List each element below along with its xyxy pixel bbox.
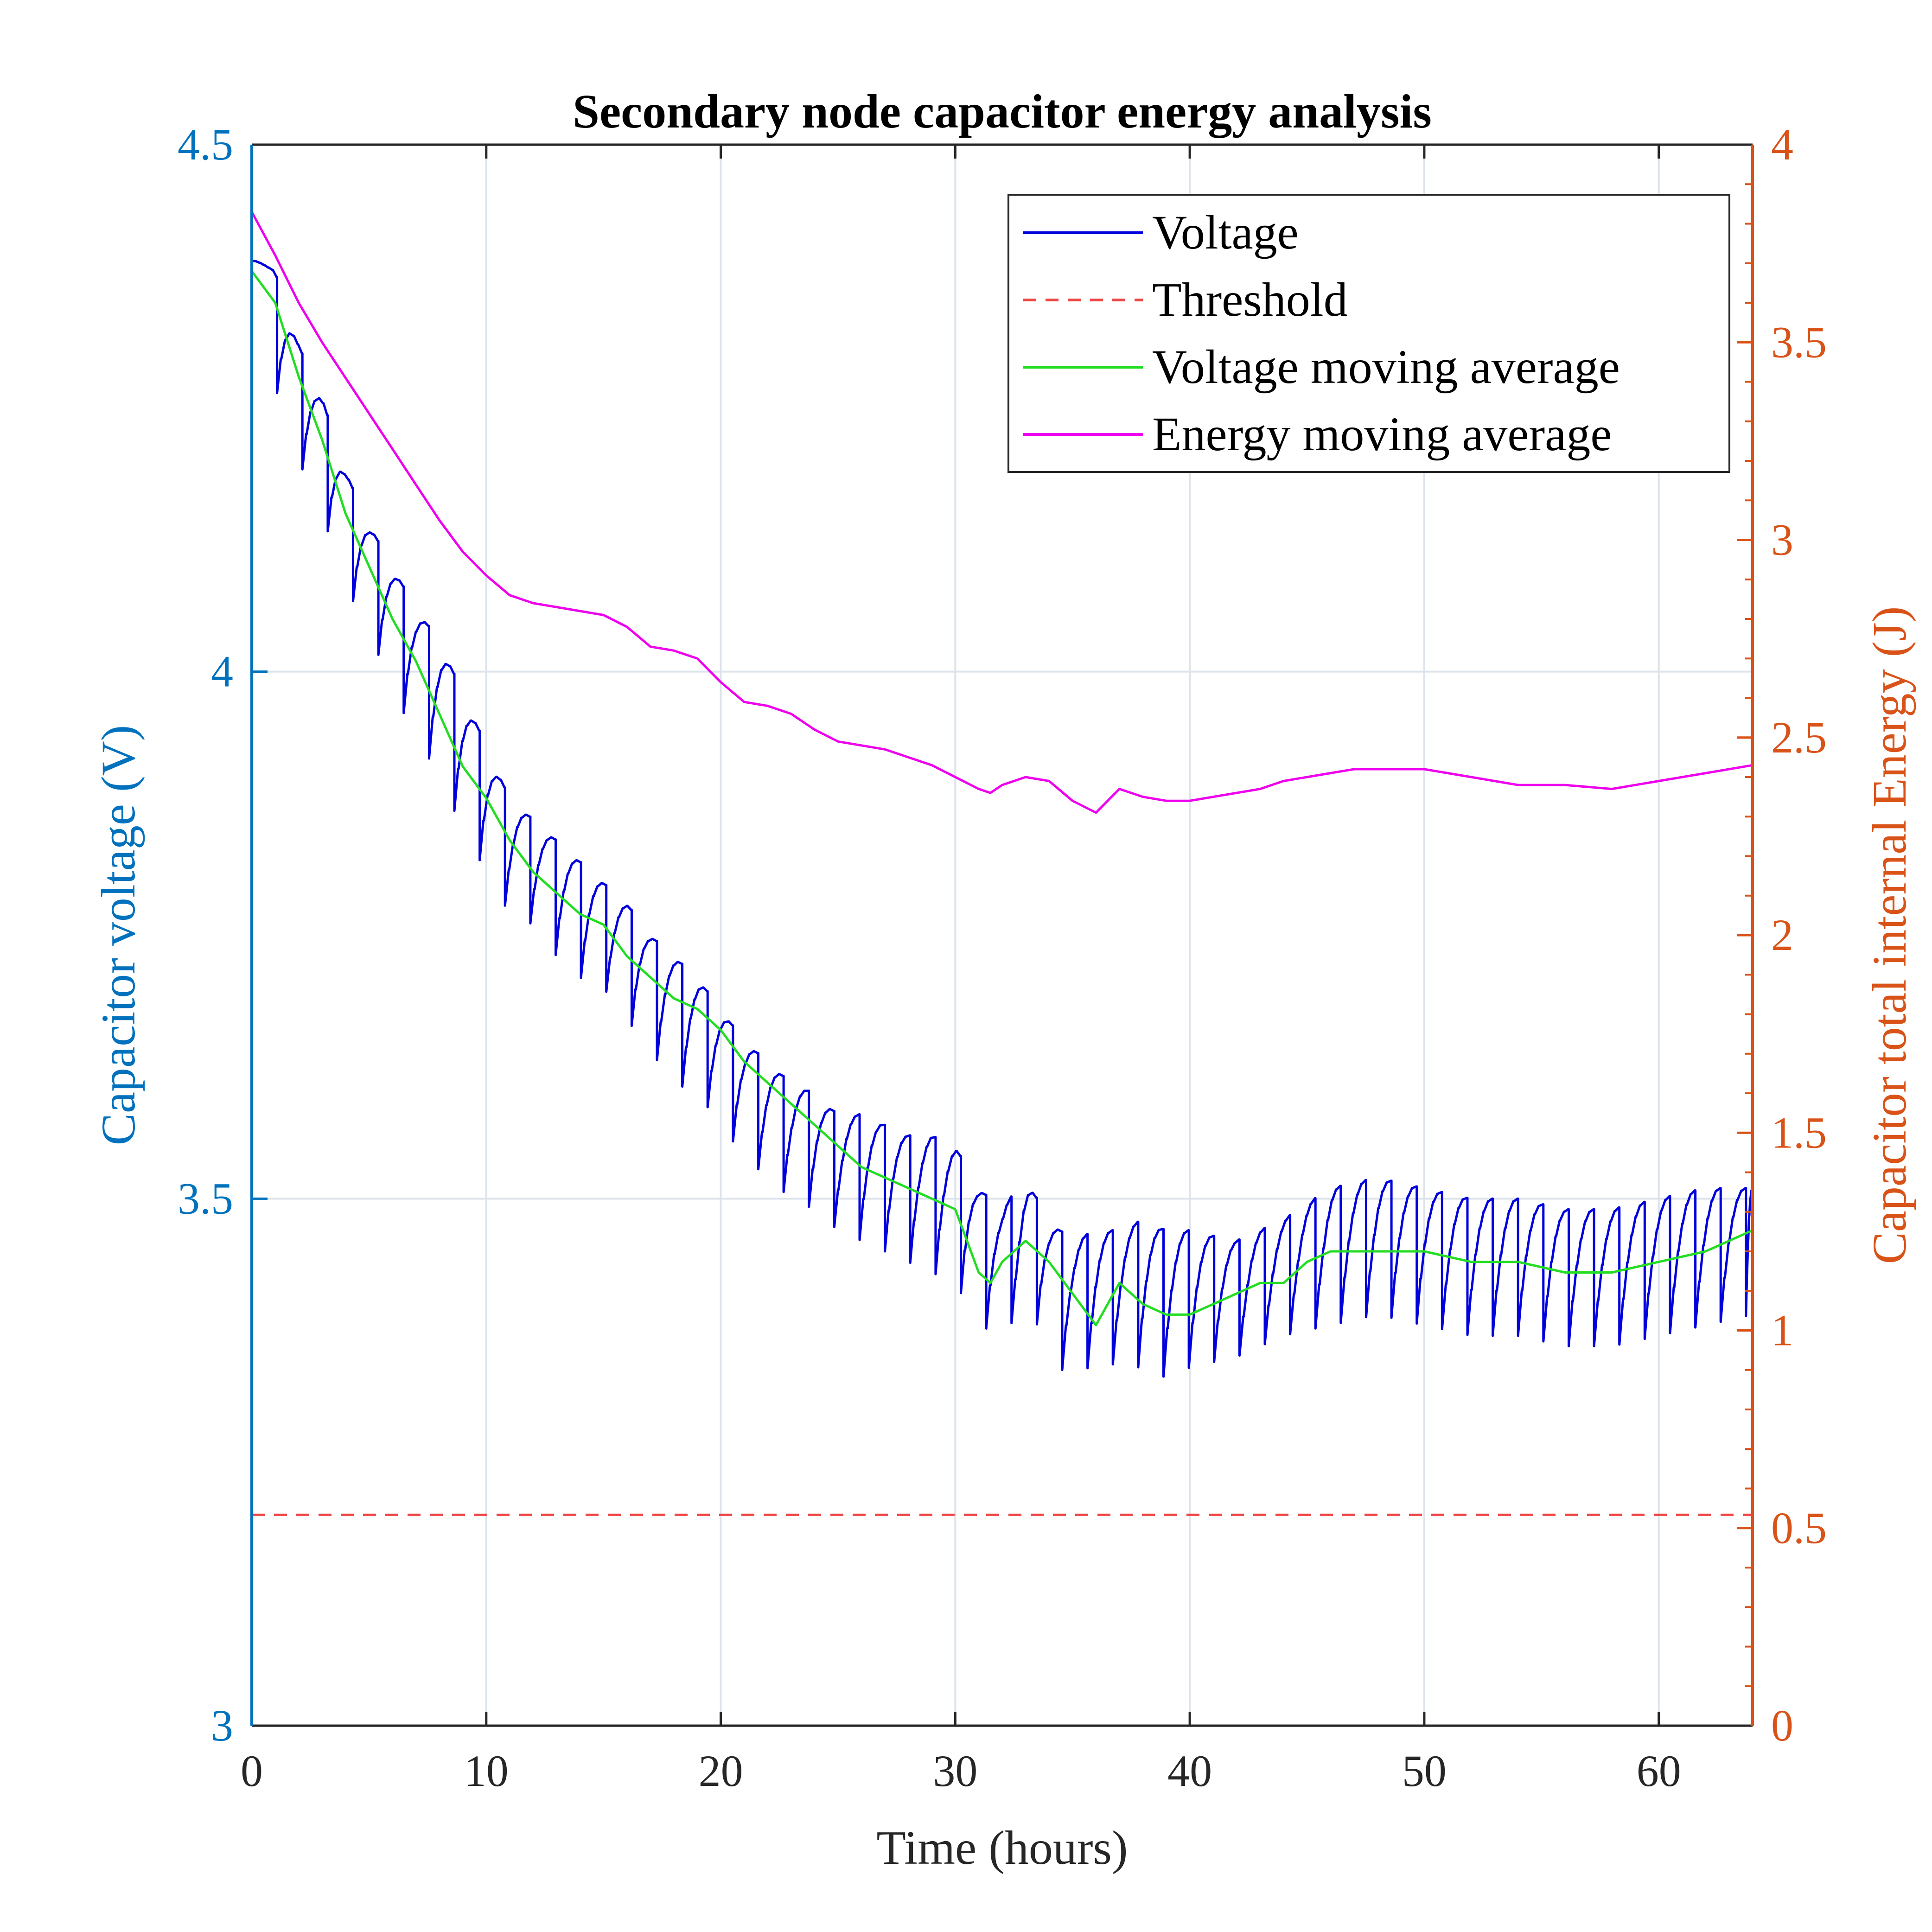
y-tick-label-left: 3 <box>211 1701 233 1750</box>
x-tick-label: 40 <box>1167 1746 1212 1796</box>
legend-label-threshold: Threshold <box>1152 273 1348 326</box>
y-tick-label-right: 4 <box>1771 120 1793 169</box>
legend-label-energy-moving-average: Energy moving average <box>1152 408 1612 461</box>
y-tick-label-right: 0 <box>1771 1701 1793 1750</box>
x-tick-label: 60 <box>1637 1746 1681 1796</box>
x-tick-label: 50 <box>1402 1746 1447 1796</box>
x-tick-label: 30 <box>933 1746 977 1796</box>
legend: Voltage Threshold Voltage moving average En… <box>1007 194 1730 473</box>
y-tick-label-right: 1.5 <box>1771 1108 1827 1157</box>
y-axis-label-right: Capacitor total internal Energy (J) <box>1863 606 1916 1264</box>
x-tick-label: 10 <box>464 1746 509 1796</box>
plot-series <box>252 197 1753 1516</box>
x-axis-label: Time (hours) <box>876 1821 1128 1875</box>
legend-label-voltage: Voltage <box>1152 206 1299 259</box>
axes <box>250 143 1754 1727</box>
y-tick-label-right: 0.5 <box>1771 1503 1827 1553</box>
series-line-voltage <box>252 197 1753 1378</box>
y-tick-label-left: 3.5 <box>178 1173 233 1223</box>
x-tick-label: 0 <box>241 1746 263 1796</box>
y-tick-label-right: 3 <box>1771 515 1793 565</box>
y-tick-label-left: 4.5 <box>178 120 233 169</box>
y-tick-label-left: 4 <box>211 647 233 696</box>
legend-box <box>1007 194 1730 473</box>
tick-labels: 0 10 20 30 40 50 60 3 3.5 4 4.5 0 0.5 1 1.5 2 2.5 3 3.5 4 <box>178 120 1827 1796</box>
y-axis-label-left: Capacitor voltage (V) <box>92 725 145 1146</box>
x-tick-label: 20 <box>699 1746 743 1796</box>
series-line-energy-moving-average <box>252 211 1753 814</box>
y-tick-label-right: 1 <box>1771 1306 1793 1355</box>
y-tick-label-right: 2.5 <box>1771 713 1827 762</box>
y-tick-label-right: 3.5 <box>1771 317 1827 367</box>
chart-title: Secondary node capacitor energy analysis <box>573 85 1432 138</box>
series-line-voltage-moving-average <box>252 270 1753 1326</box>
legend-label-voltage-moving-average: Voltage moving average <box>1152 340 1620 394</box>
y-tick-label-right: 2 <box>1771 910 1793 960</box>
